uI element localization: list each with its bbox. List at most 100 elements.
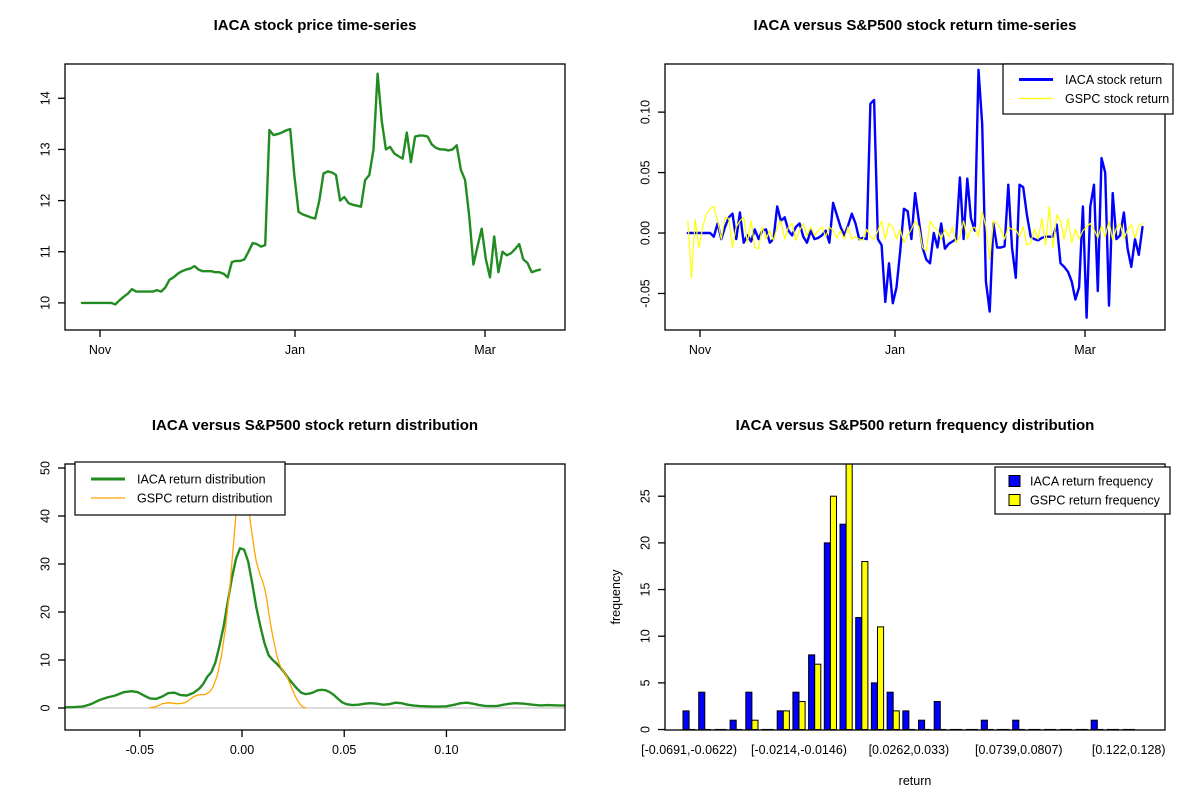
x-bin-label: [0.0739,0.0807) <box>975 743 1063 757</box>
bar <box>902 710 910 730</box>
y-tick-label: 0.10 <box>638 100 652 124</box>
bar <box>751 719 759 730</box>
x-tick-label: Nov <box>689 343 712 357</box>
panel-price-timeseries: IACA stock price time-series 10 11 12 13 14 N… <box>0 0 600 400</box>
legend-swatch <box>1008 494 1021 506</box>
bar <box>798 701 806 730</box>
plot-area <box>65 464 565 709</box>
plot-frame <box>664 63 1166 331</box>
legend-item-label: IACA return distribution <box>137 473 266 487</box>
y-tick-label: 0 <box>38 704 52 711</box>
series-curve-GSPC-return-distribution <box>149 464 307 709</box>
legend-box <box>994 466 1171 515</box>
bar <box>682 710 690 730</box>
series-line-IACA-stock-price <box>80 72 542 306</box>
y-tick-label: 20 <box>638 536 652 550</box>
y-tick-label: 5 <box>638 679 652 686</box>
y-tick-label: 0 <box>638 726 652 733</box>
x-tick-label: Jan <box>885 343 905 357</box>
x-tick-label: Jan <box>285 343 305 357</box>
bar <box>782 710 790 730</box>
y-tick-label: 50 <box>38 461 52 475</box>
legend-item-label: IACA return frequency <box>1030 475 1154 489</box>
x-bin-label: [-0.0214,-0.0146) <box>751 743 847 757</box>
bar <box>839 523 847 730</box>
bar <box>861 561 869 730</box>
x-bin-label: [0.0262,0.033) <box>869 743 950 757</box>
y-tick-label: 10 <box>38 653 52 667</box>
panel-return-timeseries: IACA versus S&P500 stock return time-ser… <box>600 0 1200 400</box>
plot-frame <box>64 63 566 331</box>
y-tick-label: 30 <box>38 557 52 571</box>
y-tick-label: 10 <box>638 629 652 643</box>
x-axis-label: return <box>899 774 932 788</box>
bar <box>1090 719 1098 730</box>
panel-title: IACA versus S&P500 return frequency dist… <box>735 417 1095 434</box>
bar <box>980 719 988 730</box>
bar <box>870 682 878 730</box>
return-frequency-chart: 0 5 10 15 20 25 [-0.0691,-0.0622) [-0.0214,-0.0… <box>609 463 1171 788</box>
bar <box>745 691 753 730</box>
y-tick-label: 15 <box>638 583 652 597</box>
series-curve-IACA-return-distribution <box>65 546 565 709</box>
series-line-GSPC-stock-return <box>687 205 1144 279</box>
panel-title: IACA versus S&P500 stock return time-ser… <box>753 17 1077 34</box>
bar <box>1012 719 1020 730</box>
bar <box>845 464 853 730</box>
bar <box>918 719 926 730</box>
panel-title: IACA versus S&P500 stock return distribu… <box>151 417 479 434</box>
y-axis-label: frequency <box>609 569 623 625</box>
bar <box>877 626 885 730</box>
x-tick-label: -0.05 <box>126 743 155 757</box>
bar <box>823 542 831 730</box>
x-tick-label: 0.00 <box>230 743 254 757</box>
return-timeseries-chart: -0.05 0.00 0.05 0.10 Nov Jan Mar IACA stock ret… <box>638 63 1174 357</box>
price-timeseries-chart: 10 11 12 13 14 Nov Jan Mar <box>38 63 566 357</box>
y-tick-label: 14 <box>38 91 52 105</box>
y-tick-label: 20 <box>38 605 52 619</box>
bar <box>886 691 894 730</box>
y-tick-label: -0.05 <box>638 279 652 308</box>
legend-item-label: GSPC stock return <box>1065 92 1169 106</box>
legend-item-label: IACA stock return <box>1065 73 1162 87</box>
x-bin-label: [0.122,0.128) <box>1092 743 1166 757</box>
panel-return-distribution: IACA versus S&P500 stock return distribu… <box>0 400 600 800</box>
bar <box>892 710 900 730</box>
bar <box>829 495 837 730</box>
plot-area <box>686 68 1144 319</box>
y-tick-label: 40 <box>38 509 52 523</box>
legend-item-label: GSPC return frequency <box>1030 494 1161 508</box>
bar <box>729 719 737 730</box>
x-tick-label: Nov <box>89 343 112 357</box>
x-tick-label: 0.10 <box>434 743 458 757</box>
legend-swatch <box>1008 475 1021 487</box>
bar <box>698 691 706 730</box>
bar <box>933 701 941 730</box>
panel-return-frequency: IACA versus S&P500 return frequency dist… <box>600 400 1200 800</box>
plot-frame <box>64 463 566 731</box>
x-tick-label: Mar <box>474 343 496 357</box>
bar <box>808 654 816 730</box>
y-tick-label: 0.05 <box>638 160 652 184</box>
plot-frame <box>664 463 1166 731</box>
y-tick-label: 12 <box>38 194 52 208</box>
x-tick-label: 0.05 <box>332 743 356 757</box>
panel-title: IACA stock price time-series <box>213 17 417 34</box>
x-bin-label: [-0.0691,-0.0622) <box>641 743 737 757</box>
y-tick-label: 10 <box>38 296 52 310</box>
bar <box>814 663 822 730</box>
legend-item-label: GSPC return distribution <box>137 492 273 506</box>
y-tick-label: 13 <box>38 142 52 156</box>
bar <box>792 691 800 730</box>
return-distribution-chart: 0 10 20 30 40 50 -0.05 0.00 0.05 0.10 IACA return … <box>38 461 566 757</box>
legend-box <box>1002 63 1174 115</box>
bar <box>776 710 784 730</box>
bar <box>855 617 863 730</box>
plot-area <box>80 72 542 306</box>
x-tick-label: Mar <box>1074 343 1096 357</box>
y-tick-label: 11 <box>38 245 52 258</box>
y-tick-label: 0.00 <box>638 221 652 245</box>
legend-box <box>74 461 286 516</box>
y-tick-label: 25 <box>638 489 652 503</box>
